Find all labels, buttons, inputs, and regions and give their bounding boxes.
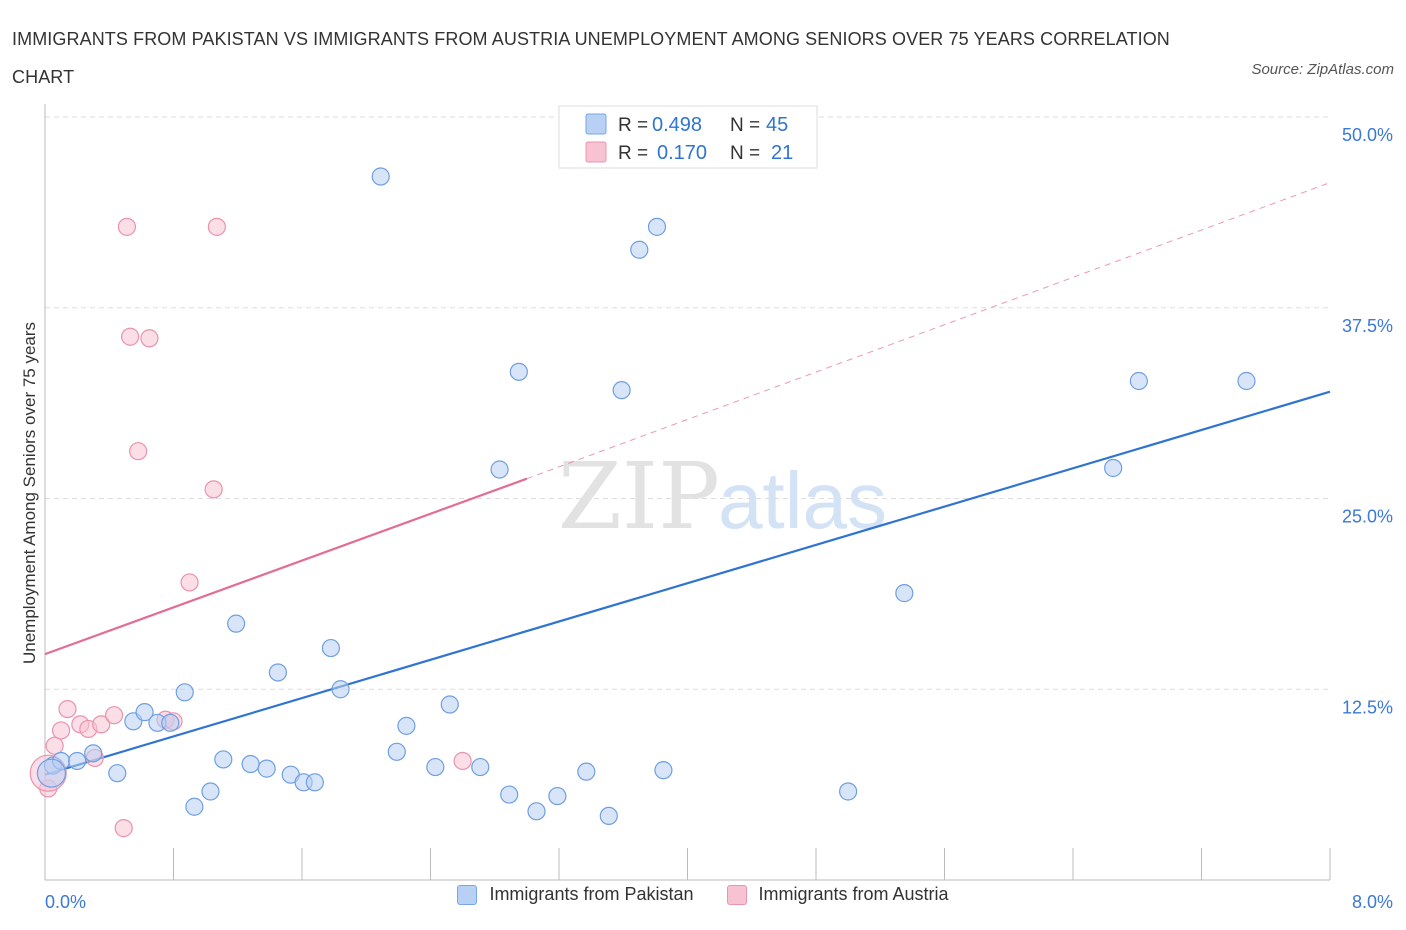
data-point-austria <box>129 442 148 461</box>
data-point-pakistan <box>305 773 324 792</box>
data-point-pakistan <box>175 683 194 702</box>
legend: Immigrants from Pakistan Immigrants from… <box>0 884 1406 910</box>
legend-label-pakistan: Immigrants from Pakistan <box>489 884 694 904</box>
axes <box>44 104 1331 881</box>
data-point-austria <box>204 480 223 499</box>
legend-swatch-pakistan <box>457 884 478 905</box>
data-point-pakistan <box>647 217 667 236</box>
legend-item-pakistan: Immigrants from Pakistan <box>457 884 694 905</box>
data-point-pakistan <box>440 695 459 714</box>
data-points <box>29 167 1256 838</box>
data-point-pakistan <box>599 806 618 826</box>
stats-n-value-austria: 21 <box>771 142 793 164</box>
stats-r-label-austria: R = <box>618 143 648 164</box>
data-point-pakistan <box>500 785 519 804</box>
trend-line-0 <box>44 390 1331 776</box>
stats-swatch-austria <box>585 141 607 163</box>
x-tick-label-max: 8.0% <box>1352 892 1393 912</box>
data-point-pakistan <box>36 758 67 788</box>
x-tick-label-min: 0.0% <box>45 892 86 912</box>
data-point-pakistan <box>509 362 528 381</box>
legend-swatch-austria <box>726 884 747 905</box>
data-point-pakistan <box>227 614 246 633</box>
data-point-pakistan <box>201 782 220 801</box>
y-tick-label: 50.0% <box>1342 125 1393 145</box>
data-point-pakistan <box>1104 458 1123 478</box>
data-point-pakistan <box>895 584 914 603</box>
stats-r-value-austria: 0.170 <box>657 142 707 164</box>
source-label: Source: ZipAtlas.com <box>1251 61 1394 78</box>
data-point-austria <box>453 751 472 771</box>
trend-line-1 <box>44 477 528 656</box>
data-point-pakistan <box>426 757 445 777</box>
data-point-austria <box>45 736 64 755</box>
watermark-atlas: atlas <box>718 456 887 545</box>
watermark-zip: ZIP <box>558 443 720 550</box>
data-point-pakistan <box>84 744 103 763</box>
chart-title: IMMIGRANTS FROM PAKISTAN VS IMMIGRANTS F… <box>12 29 1170 87</box>
data-point-austria <box>140 329 159 348</box>
stats-box: R = 0.498 N = 45 R = 0.170 N = 21 <box>558 105 818 169</box>
stats-n-value-pakistan: 45 <box>766 114 788 136</box>
data-point-pakistan <box>612 381 631 400</box>
stats-n-label-pakistan: N = <box>730 115 760 136</box>
data-point-pakistan <box>630 240 649 259</box>
data-point-austria <box>121 327 140 346</box>
data-point-pakistan <box>108 764 127 783</box>
data-point-pakistan <box>161 713 180 732</box>
data-point-pakistan <box>1237 371 1256 391</box>
data-point-austria <box>51 721 71 740</box>
trend-line-dashed-1 <box>526 182 1331 480</box>
data-point-austria <box>58 699 77 719</box>
data-point-pakistan <box>548 786 567 806</box>
data-point-austria <box>180 573 199 592</box>
y-tick-label: 37.5% <box>1342 316 1393 336</box>
tick-labels: 12.5% 25.0% 37.5% 50.0% 0.0% 8.0% <box>45 125 1393 912</box>
data-point-pakistan <box>490 460 509 479</box>
data-point-austria <box>92 715 111 734</box>
data-point-austria <box>104 706 124 725</box>
data-point-pakistan <box>654 761 673 780</box>
data-point-austria <box>117 217 137 236</box>
stats-swatch-pakistan <box>585 113 607 135</box>
stats-r-label-pakistan: R = <box>618 115 648 136</box>
data-point-pakistan <box>135 703 154 722</box>
data-point-austria <box>114 819 133 838</box>
data-point-pakistan <box>321 638 341 658</box>
data-point-pakistan <box>214 750 233 769</box>
data-point-pakistan <box>471 757 490 777</box>
stats-r-value-pakistan: 0.498 <box>652 114 702 136</box>
data-point-pakistan <box>185 797 204 816</box>
data-point-pakistan <box>331 680 350 699</box>
data-point-pakistan <box>241 754 260 774</box>
data-point-pakistan <box>1129 371 1148 391</box>
y-tick-label: 12.5% <box>1342 697 1393 717</box>
stats-n-label-austria: N = <box>730 143 760 164</box>
data-point-pakistan <box>527 802 546 821</box>
data-point-pakistan <box>268 663 288 682</box>
data-point-austria <box>207 217 226 236</box>
data-point-pakistan <box>577 762 596 781</box>
data-point-pakistan <box>397 716 416 735</box>
y-tick-label: 25.0% <box>1342 507 1393 527</box>
data-point-pakistan <box>68 751 87 771</box>
y-axis-label: Unemployment Among Seniors over 75 years <box>20 322 39 664</box>
grid-lines <box>45 116 1330 690</box>
data-point-pakistan <box>257 759 276 778</box>
data-point-pakistan <box>371 167 390 186</box>
data-point-pakistan <box>839 782 858 801</box>
data-point-pakistan <box>387 742 406 761</box>
trend-lines <box>44 182 1331 776</box>
legend-item-austria: Immigrants from Austria <box>726 884 949 905</box>
legend-label-austria: Immigrants from Austria <box>758 884 949 904</box>
